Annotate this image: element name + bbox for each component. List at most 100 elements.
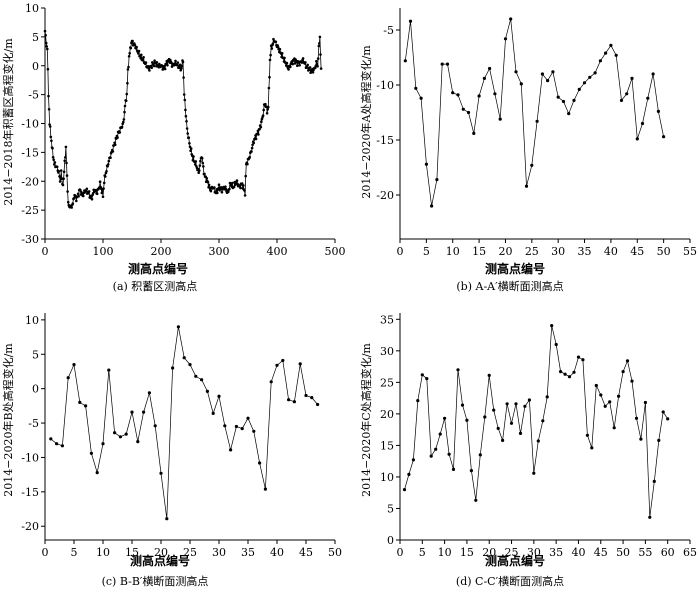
data-point (434, 447, 438, 451)
data-point (482, 76, 486, 80)
data-point (263, 487, 267, 491)
data-point (133, 43, 137, 47)
data-point (556, 95, 560, 99)
data-point (609, 43, 613, 48)
data-point (461, 107, 465, 111)
y-tick-label: -15 (21, 146, 39, 159)
data-point (124, 432, 128, 436)
data-point (532, 471, 536, 475)
data-point (261, 114, 265, 117)
data-point (316, 65, 319, 68)
y-tick-label: 0 (387, 534, 394, 547)
data-point (127, 55, 131, 58)
data-point (505, 402, 509, 406)
data-point (243, 194, 247, 197)
data-point (585, 433, 590, 437)
data-point (144, 61, 148, 64)
data-point (180, 64, 184, 68)
data-point (50, 139, 53, 143)
data-point (63, 159, 66, 163)
data-point (213, 186, 216, 189)
data-point (61, 183, 65, 187)
data-point (44, 33, 47, 37)
data-point (576, 355, 581, 359)
data-point (182, 356, 186, 360)
y-tick-label: 10 (25, 314, 39, 327)
data-point (318, 42, 321, 45)
data-point (107, 368, 111, 372)
data-point (118, 131, 122, 134)
data-point (519, 82, 523, 86)
data-point (269, 380, 273, 384)
data-point (182, 76, 185, 79)
data-point (425, 377, 429, 381)
data-point (630, 379, 634, 383)
data-point (231, 181, 234, 185)
data-point (102, 181, 106, 185)
data-point (581, 358, 585, 362)
y-tick-label: 10 (25, 2, 39, 15)
data-point (44, 41, 48, 45)
x-tick-label: 400 (267, 245, 288, 258)
data-point (64, 145, 68, 149)
data-point (315, 63, 319, 66)
data-point (527, 398, 532, 402)
data-point (94, 189, 98, 192)
data-point (246, 162, 249, 166)
data-point (296, 64, 299, 67)
x-axis-label: 测高点编号 (128, 261, 188, 276)
data-point (65, 161, 68, 165)
y-tick-label: 15 (380, 439, 394, 452)
y-tick-label: 20 (380, 408, 394, 421)
data-point (85, 187, 89, 191)
data-point (582, 81, 587, 85)
data-point (285, 61, 289, 65)
data-point (193, 163, 197, 166)
data-point (523, 404, 527, 408)
x-tick-label: 45 (299, 546, 313, 559)
data-point (292, 400, 296, 404)
x-tick-label: 0 (397, 245, 404, 258)
series-line (404, 18, 664, 207)
data-point (113, 431, 117, 435)
data-point (184, 108, 187, 112)
data-point (140, 53, 143, 57)
data-point (137, 49, 141, 53)
data-point (101, 189, 104, 192)
data-point (492, 408, 496, 412)
data-point (440, 62, 444, 66)
x-tick-label: 15 (125, 546, 139, 559)
data-point (51, 155, 55, 159)
data-point (127, 65, 130, 69)
data-point (194, 374, 198, 378)
data-point (116, 136, 119, 139)
data-point (188, 142, 191, 145)
data-point (163, 67, 167, 71)
data-point (643, 400, 648, 405)
data-point (183, 98, 187, 102)
x-tick-label: 30 (551, 245, 565, 258)
data-point (46, 47, 49, 51)
data-point (278, 47, 282, 51)
data-point (608, 400, 612, 404)
data-point (192, 155, 195, 158)
data-point (102, 187, 105, 190)
data-point (187, 136, 191, 139)
x-tick-label: 15 (472, 245, 486, 258)
data-point (625, 359, 630, 363)
data-point (248, 155, 251, 159)
y-tick-label: -5 (28, 89, 39, 102)
data-point (53, 161, 57, 164)
data-point (472, 131, 476, 135)
data-point (588, 75, 592, 79)
data-point (211, 411, 215, 415)
y-axis-label: 2014−2020年A处高程变化/m (359, 45, 373, 199)
data-point (429, 454, 433, 458)
data-point (252, 141, 256, 145)
data-point (514, 402, 518, 406)
data-point (280, 52, 284, 55)
x-tick-label: 25 (505, 546, 519, 559)
series-line (404, 325, 668, 518)
data-point (550, 324, 554, 328)
data-point (451, 467, 456, 471)
